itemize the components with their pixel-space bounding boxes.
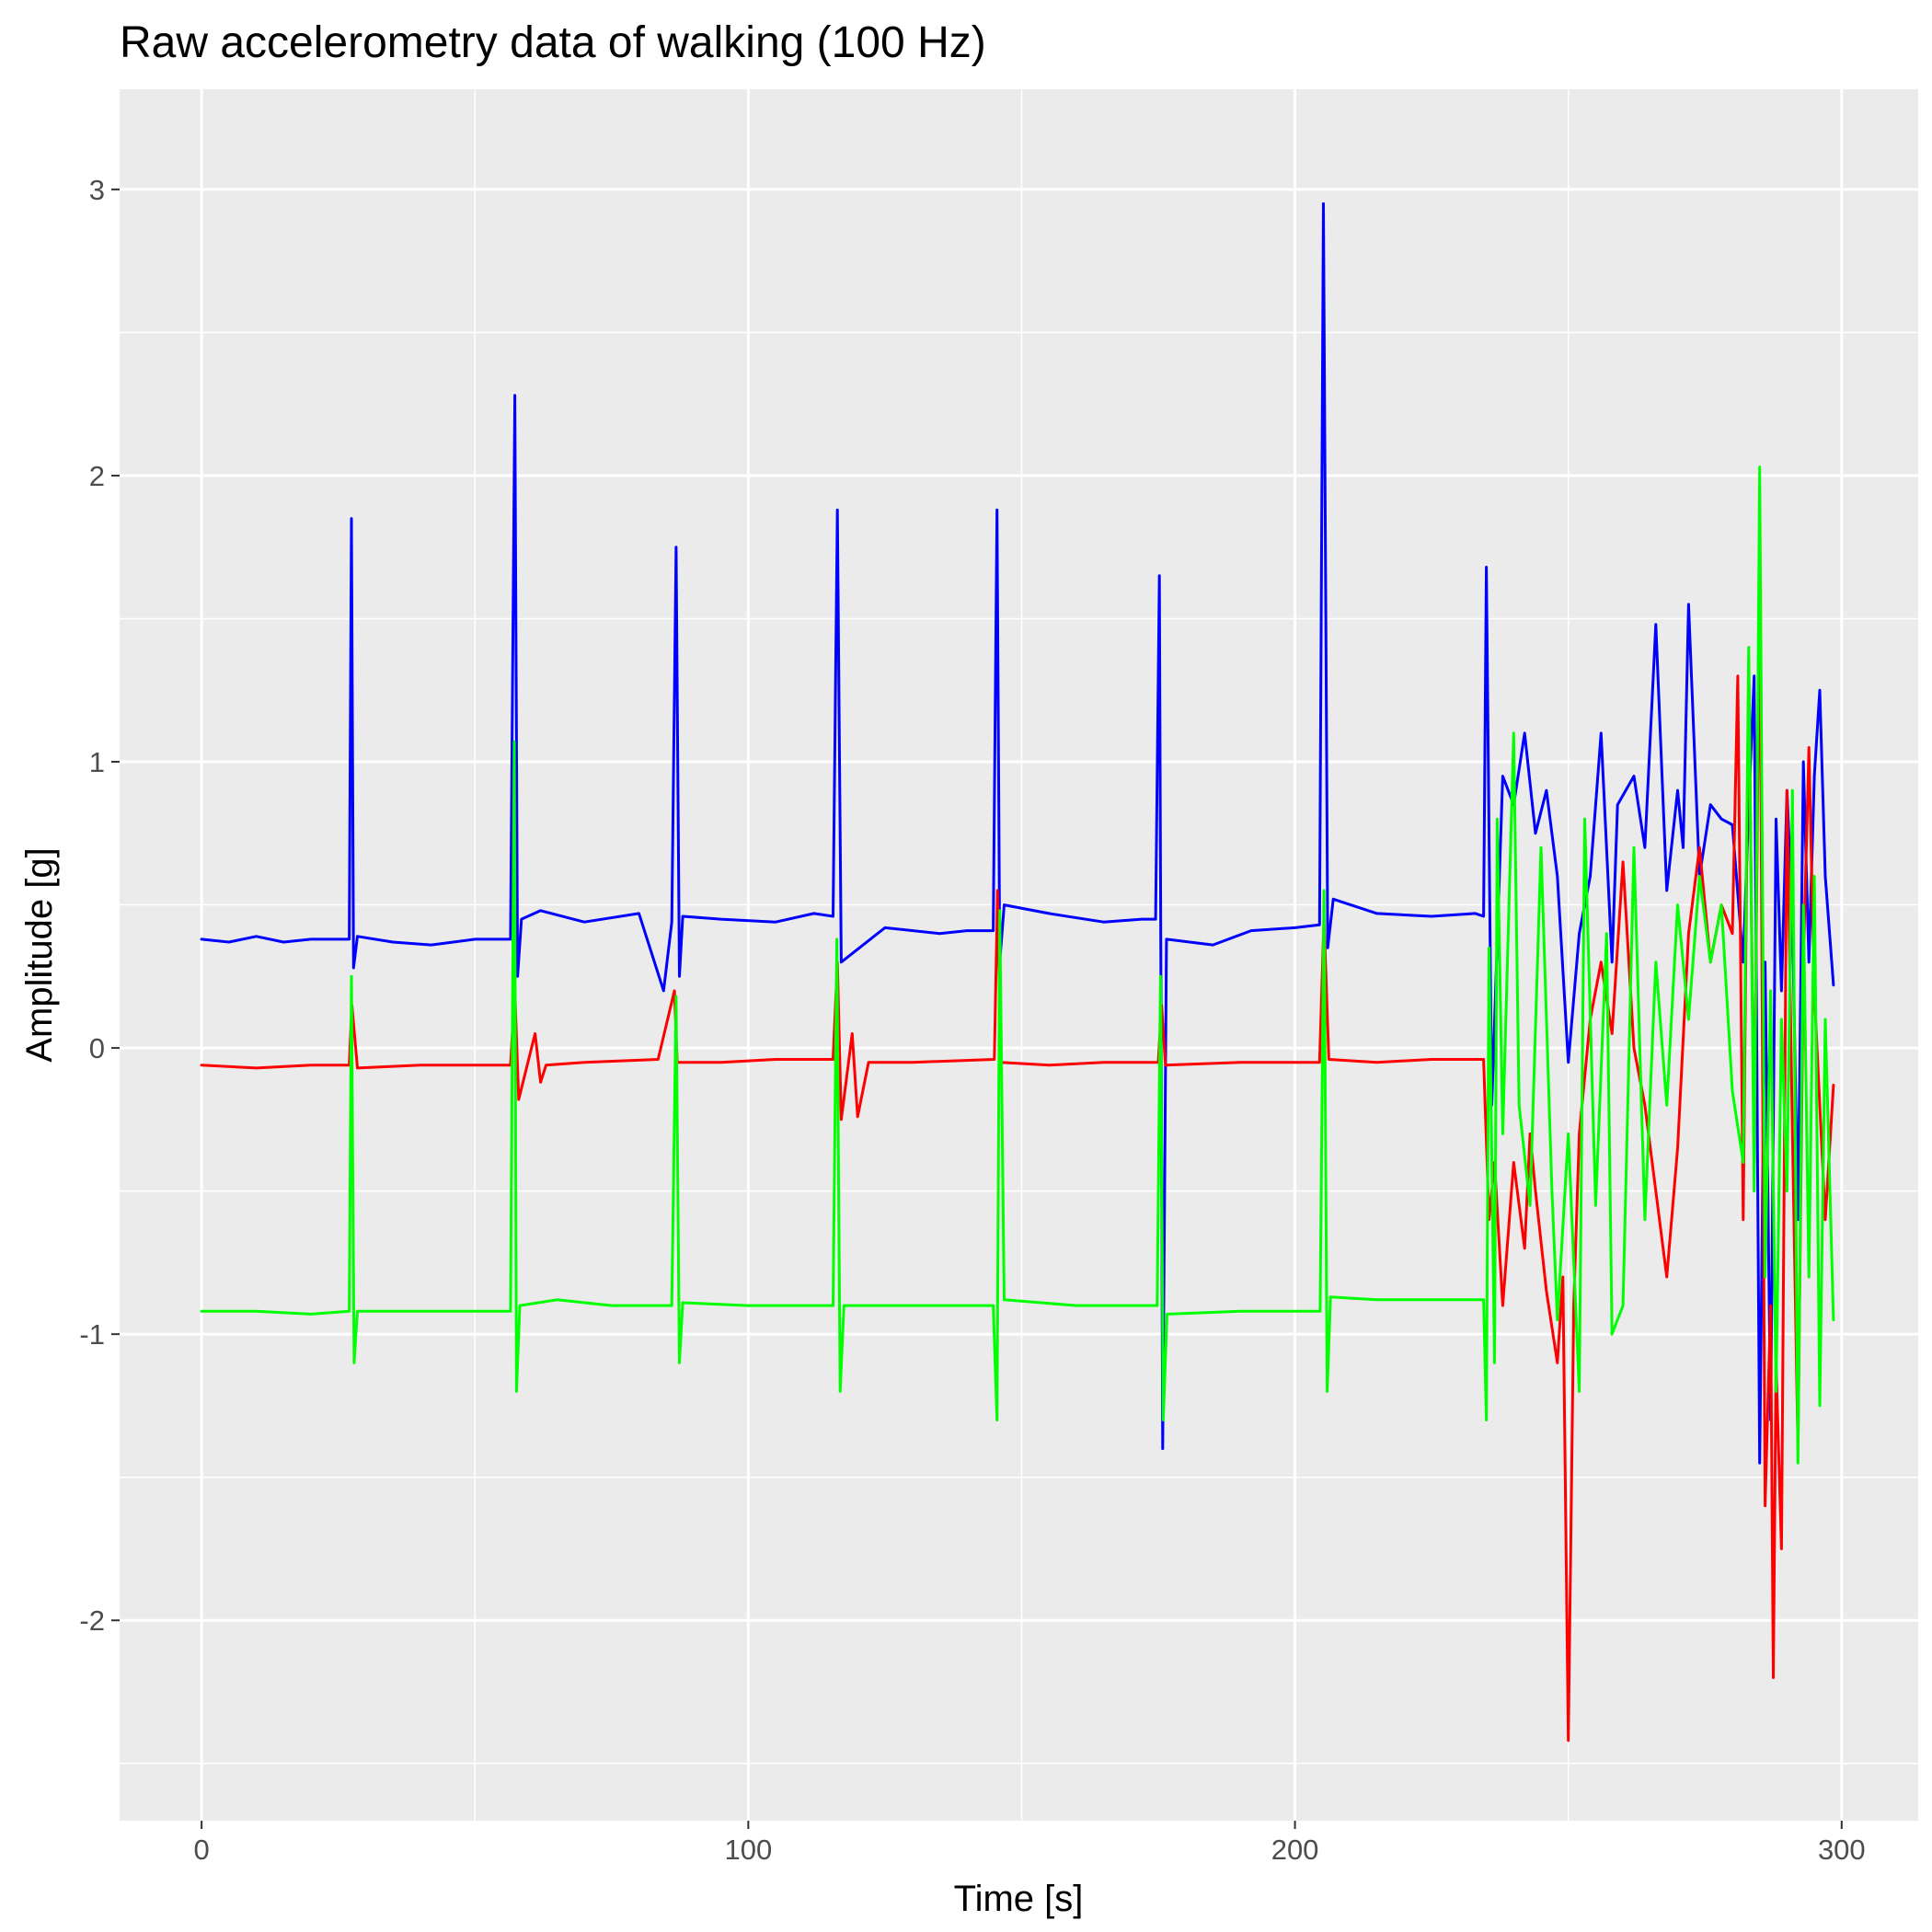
minor-gridlines <box>120 89 1918 1821</box>
y-tick-label: 1 <box>89 746 105 778</box>
series-line-1 <box>200 201 1835 1465</box>
y-tick-label: 0 <box>89 1032 105 1064</box>
series-layer <box>200 201 1835 1742</box>
y-axis-title: Amplitude [g] <box>19 847 60 1062</box>
x-tick-label: 300 <box>1818 1834 1866 1866</box>
x-tick-label: 100 <box>724 1834 772 1866</box>
x-axis-title: Time [s] <box>954 1879 1084 1919</box>
x-axis-ticks: 0 100 200 300 <box>194 1821 1866 1866</box>
y-tick-label: 2 <box>89 460 105 492</box>
y-tick-label: 3 <box>89 174 105 206</box>
chart-title: Raw accelerometry data of walking (100 H… <box>120 18 986 67</box>
series-line-3 <box>200 466 1835 1465</box>
major-gridlines <box>120 89 1918 1821</box>
x-tick-label: 0 <box>194 1834 210 1866</box>
x-tick-label: 200 <box>1271 1834 1319 1866</box>
plot-panel <box>120 89 1918 1821</box>
y-axis-ticks: -2 -1 0 1 2 3 <box>79 174 120 1637</box>
y-tick-label: -1 <box>79 1318 105 1351</box>
y-tick-label: -2 <box>79 1604 105 1637</box>
